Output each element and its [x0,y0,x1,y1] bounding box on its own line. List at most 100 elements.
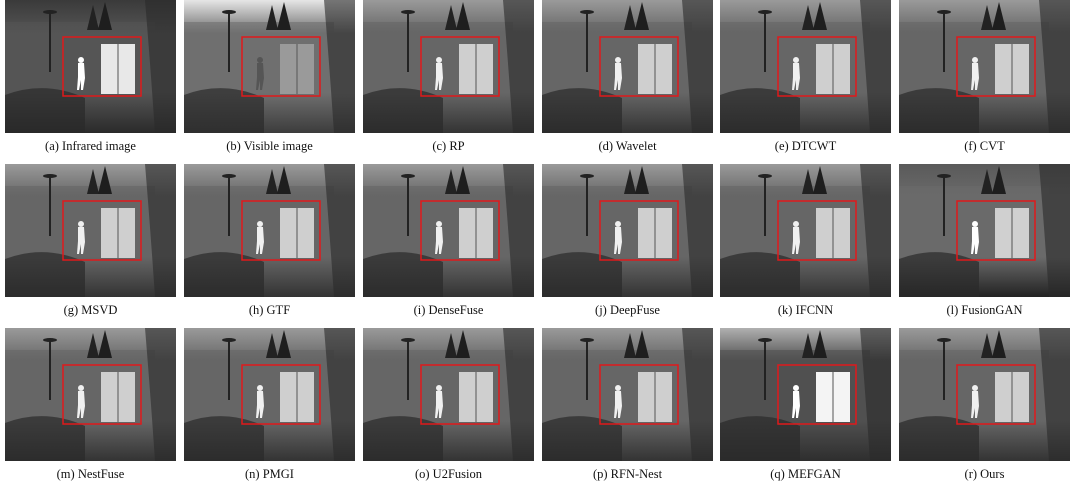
highlight-box [62,36,142,97]
lamp [758,338,772,342]
lamp [580,338,594,342]
lamp-post [49,340,51,400]
bushes [184,252,264,297]
person-head [78,57,84,63]
lamp-post [943,12,945,72]
tree-trunk [1039,0,1070,133]
tree [992,2,1006,30]
person [971,63,979,90]
panel: (a) Infrared image [5,0,176,153]
tree [981,169,993,194]
caption: (l) FusionGAN [946,303,1023,317]
panel: (r) Ours [899,328,1070,481]
lamp-post [586,176,588,236]
person-head [615,221,621,227]
tree [981,333,993,358]
person-head [436,57,442,63]
lamp-post [764,12,766,72]
lamp [222,174,236,178]
tree [635,2,649,30]
tree [266,5,278,30]
bushes [363,252,443,297]
tree [992,330,1006,358]
panel: (f) CVT [899,0,1070,153]
fused-image [899,164,1070,297]
panel: (e) DTCWT [720,0,891,153]
tree [981,5,993,30]
bushes [720,88,800,133]
bushes [363,416,443,461]
panel: (k) IFCNN [720,164,891,317]
highlight-box [777,364,857,425]
lamp [401,10,415,14]
highlight-box [241,36,321,97]
lamp [937,174,951,178]
person-head [615,385,621,391]
lamp-post [49,176,51,236]
lamp-post [228,176,230,236]
lamp-post [764,176,766,236]
person [256,391,264,418]
highlight-box [777,36,857,97]
caption: (i) DenseFuse [413,303,484,317]
person-head [436,385,442,391]
lamp [937,10,951,14]
person [435,63,443,90]
tree-trunk [1039,164,1070,297]
panel: (j) DeepFuse [542,164,713,317]
caption: (o) U2Fusion [414,467,483,481]
bushes [184,88,264,133]
bushes [720,416,800,461]
tree [87,169,99,194]
person-head [972,221,978,227]
tree [624,333,636,358]
person [792,391,800,418]
tree [445,5,457,30]
panel: (l) FusionGAN [899,164,1070,317]
person [435,391,443,418]
bushes [184,416,264,461]
panel: (h) GTF [184,164,355,317]
person-head [972,57,978,63]
lamp [937,338,951,342]
fused-image [184,0,355,133]
tree [277,166,291,194]
tree [266,333,278,358]
bushes [5,416,85,461]
lamp [758,10,772,14]
tree [813,2,827,30]
panel: (m) NestFuse [5,328,176,481]
bushes [542,88,622,133]
person [971,391,979,418]
person-head [257,385,263,391]
lamp-post [586,340,588,400]
tree [456,2,470,30]
tree-trunk [324,164,355,297]
tree [802,5,814,30]
person [256,227,264,254]
panel: (o) U2Fusion [363,328,534,481]
lamp-post [407,176,409,236]
person-head [793,57,799,63]
person [792,227,800,254]
person [77,63,85,90]
caption: (n) PMGI [245,467,294,481]
tree-trunk [860,0,891,133]
tree [624,169,636,194]
tree [635,166,649,194]
caption: (c) RP [432,139,465,153]
tree [277,2,291,30]
highlight-box [420,200,500,261]
caption: (r) Ours [964,467,1005,481]
caption: (q) MEFGAN [770,467,841,481]
tree-trunk [860,328,891,461]
fused-image [184,328,355,461]
tree-trunk [324,328,355,461]
person [792,63,800,90]
panel: (i) DenseFuse [363,164,534,317]
caption: (e) DTCWT [774,139,837,153]
person-head [615,57,621,63]
tree-trunk [682,164,713,297]
lamp-post [943,340,945,400]
person-head [793,385,799,391]
